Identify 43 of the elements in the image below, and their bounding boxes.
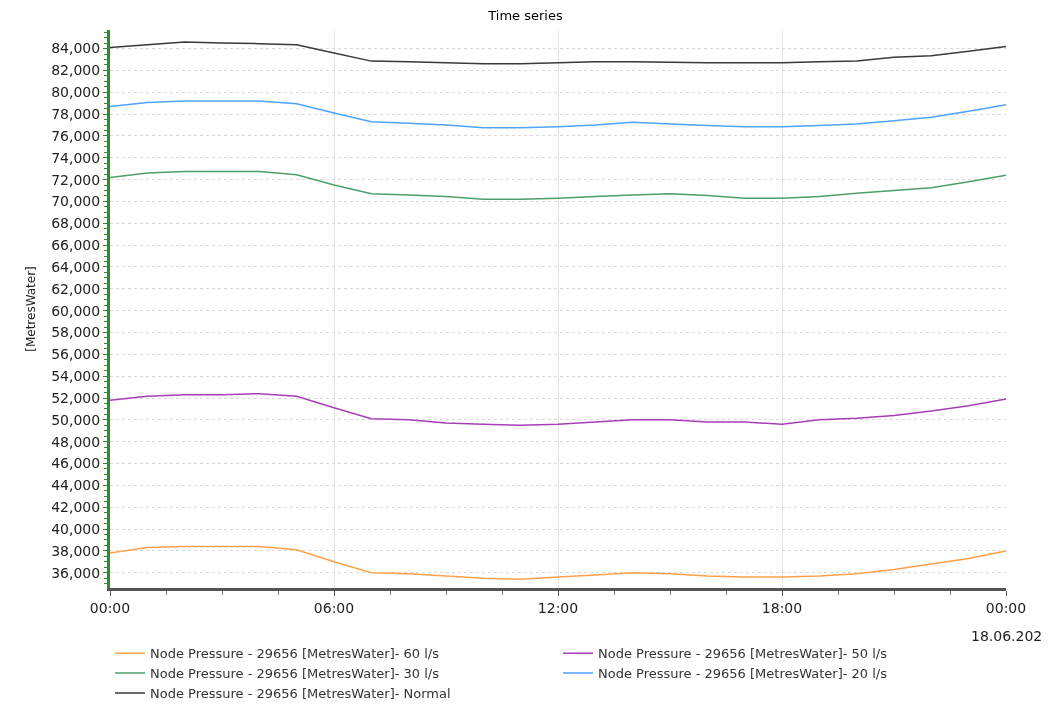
y-tick-label: 44,000 xyxy=(51,477,101,494)
y-tick-label: 80,000 xyxy=(51,84,101,101)
y-tick-label: 56,000 xyxy=(51,346,101,363)
line-series xyxy=(110,545,1006,581)
y-tick-label: 82,000 xyxy=(51,62,101,79)
y-tick-label: 64,000 xyxy=(51,258,101,275)
x-tick-label: 12:00 xyxy=(537,599,579,616)
line-series xyxy=(110,170,1006,201)
y-tick-label: 72,000 xyxy=(51,171,101,188)
legend-label: Node Pressure - 29656 [MetresWater]- Normal xyxy=(150,686,451,702)
x-tick-label: 00:00 xyxy=(985,599,1027,616)
x-tick-label: 18:00 xyxy=(761,599,803,616)
y-axis-title: [MetresWater] xyxy=(23,266,38,352)
y-tick-label: 68,000 xyxy=(51,215,101,232)
y-tick-label: 36,000 xyxy=(51,564,101,581)
y-tick-label: 62,000 xyxy=(51,280,101,297)
y-tick-label: 50,000 xyxy=(51,411,101,428)
chart-title: Time series xyxy=(487,7,563,23)
x-tick-label: 00:00 xyxy=(89,599,131,616)
y-tick-label: 84,000 xyxy=(51,40,101,57)
legend-label: Node Pressure - 29656 [MetresWater]- 20 l/s xyxy=(598,666,888,682)
legend-label: Node Pressure - 29656 [MetresWater]- 50 l/s xyxy=(598,646,888,662)
y-tick-label: 60,000 xyxy=(51,302,101,319)
legend-label: Node Pressure - 29656 [MetresWater]- 30 l/s xyxy=(150,666,440,682)
y-tick-label: 46,000 xyxy=(51,455,101,472)
legend-label: Node Pressure - 29656 [MetresWater]- 60 l/s xyxy=(150,646,440,662)
line-series xyxy=(110,41,1006,65)
y-tick-label: 76,000 xyxy=(51,127,101,144)
y-tick-label: 54,000 xyxy=(51,368,101,385)
y-tick-label: 66,000 xyxy=(51,237,101,254)
y-tick-label: 78,000 xyxy=(51,105,101,122)
y-tick-label: 40,000 xyxy=(51,520,101,537)
line-series xyxy=(110,392,1006,427)
y-tick-label: 48,000 xyxy=(51,433,101,450)
text: 18.06.202 xyxy=(971,628,1043,644)
y-tick-label: 74,000 xyxy=(51,149,101,166)
y-tick-label: 38,000 xyxy=(51,542,101,559)
x-tick-label: 06:00 xyxy=(313,599,355,616)
y-tick-label: 52,000 xyxy=(51,389,101,406)
y-tick-label: 58,000 xyxy=(51,324,101,341)
line-series xyxy=(110,100,1006,129)
y-tick-label: 42,000 xyxy=(51,499,101,516)
y-tick-label: 70,000 xyxy=(51,193,101,210)
